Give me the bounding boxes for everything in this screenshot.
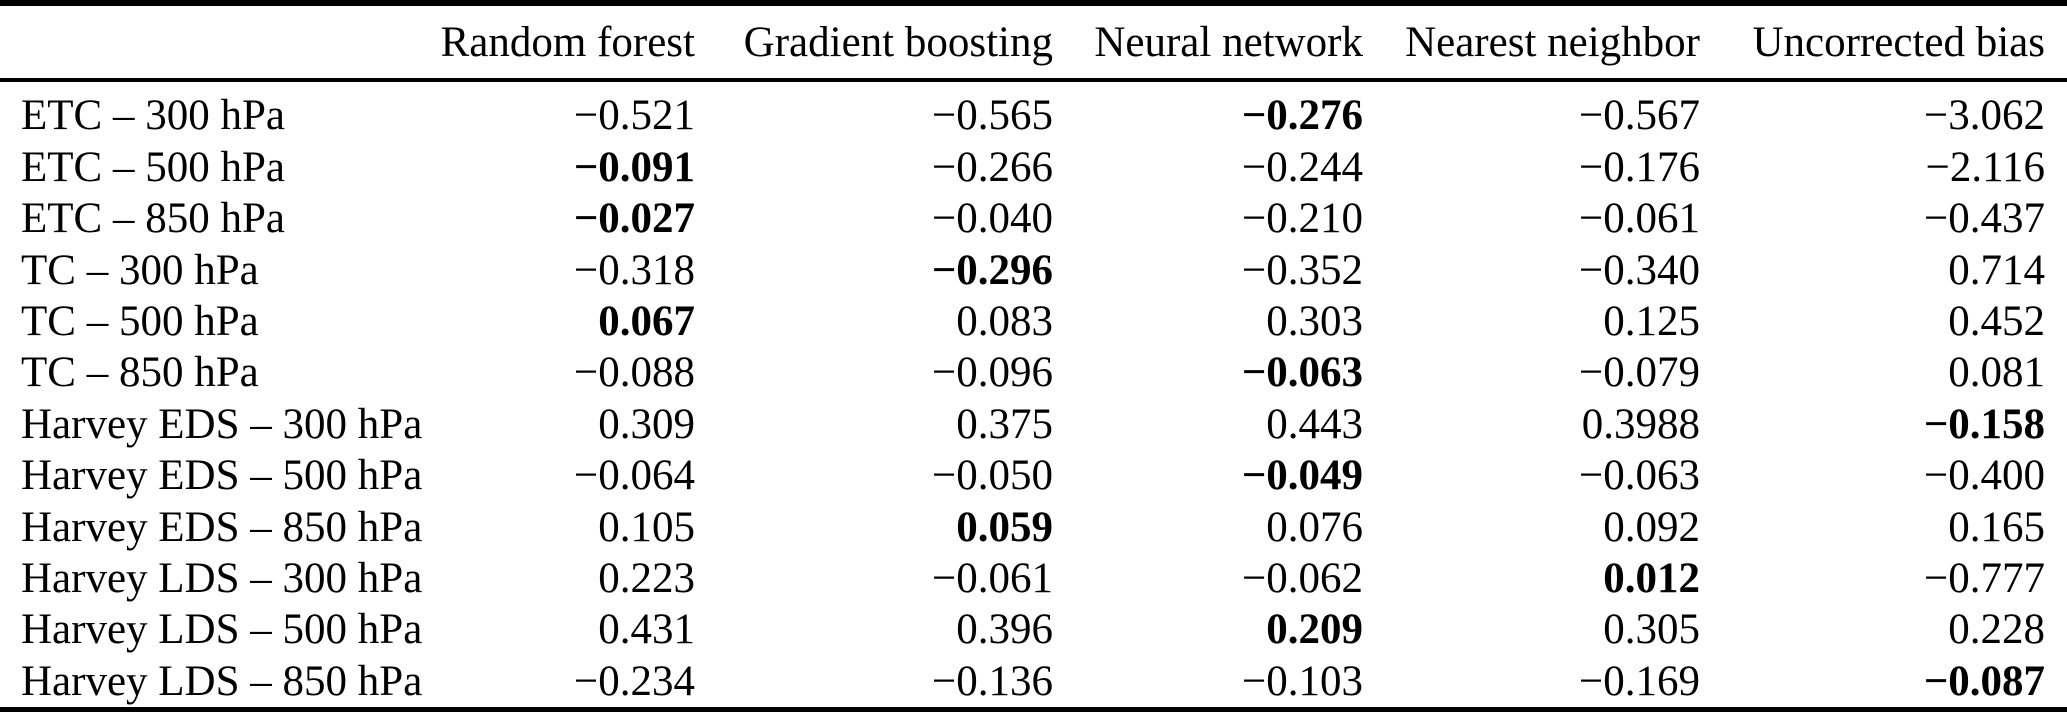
cell-value: −0.091: [573, 143, 695, 191]
cell-value: −0.061: [931, 554, 1053, 602]
cell-value: −0.234: [573, 657, 695, 705]
cell-value: −0.777: [1923, 554, 2045, 602]
cell-value: 0.375: [956, 400, 1053, 448]
cell-value: −0.244: [1241, 143, 1363, 191]
corner-cell: [0, 3, 440, 80]
cell-value: −2.116: [1925, 143, 2045, 191]
cell-value: −0.049: [1241, 452, 1363, 500]
cell-value: 0.165: [1948, 503, 2045, 551]
table-body: ETC – 300 hPa −0.521 −0.565 −0.276 −0.567 −3.…: [0, 80, 2067, 710]
cell-value: −0.400: [1923, 452, 2045, 500]
cell-value: −0.437: [1923, 195, 2045, 243]
cell-value: −0.521: [573, 92, 695, 140]
cell-value: −0.027: [573, 195, 695, 243]
row-label: ETC – 850 hPa: [21, 195, 285, 243]
cell-value: −0.040: [931, 195, 1053, 243]
cell-value: 0.223: [598, 554, 695, 602]
table-row: TC – 500 hPa 0.067 0.083 0.303 0.125 0.452: [0, 296, 2067, 347]
cell-value: 0.083: [956, 297, 1053, 345]
cell-value: −0.352: [1241, 246, 1363, 294]
cell-value: −0.087: [1923, 657, 2045, 705]
cell-value: −3.062: [1923, 92, 2045, 140]
row-label: Harvey LDS – 850 hPa: [21, 657, 423, 705]
cell-value: −0.063: [1578, 452, 1700, 500]
column-header: Random forest: [440, 18, 695, 66]
row-label: Harvey EDS – 850 hPa: [21, 503, 423, 551]
table-row: ETC – 500 hPa −0.091 −0.266 −0.244 −0.176 −2.…: [0, 141, 2067, 192]
cell-value: 0.714: [1948, 246, 2045, 294]
table-row: Harvey LDS – 300 hPa 0.223 −0.061 −0.062 0.0…: [0, 553, 2067, 604]
cell-value: 0.105: [598, 503, 695, 551]
table-row: Harvey LDS – 500 hPa 0.431 0.396 0.209 0.305…: [0, 604, 2067, 655]
column-header: Neural network: [1094, 18, 1363, 66]
cell-value: 0.012: [1603, 554, 1700, 602]
column-header: Nearest neighbor: [1405, 18, 1700, 66]
table-row: ETC – 850 hPa −0.027 −0.040 −0.210 −0.061 −0.…: [0, 193, 2067, 244]
cell-value: −0.050: [931, 452, 1053, 500]
table-row: Harvey LDS – 850 hPa −0.234 −0.136 −0.103 −0…: [0, 656, 2067, 710]
cell-value: −0.340: [1578, 246, 1700, 294]
cell-value: 0.209: [1266, 606, 1363, 654]
cell-value: 0.431: [598, 606, 695, 654]
cell-value: −0.103: [1241, 657, 1363, 705]
cell-value: −0.565: [931, 92, 1053, 140]
column-header: Gradient boosting: [743, 18, 1053, 66]
column-header: Uncorrected bias: [1752, 18, 2046, 66]
row-label: Harvey EDS – 300 hPa: [21, 400, 423, 448]
cell-value: 0.067: [598, 297, 695, 345]
table-row: TC – 300 hPa −0.318 −0.296 −0.352 −0.340 0.71…: [0, 244, 2067, 295]
cell-value: −0.567: [1578, 92, 1700, 140]
cell-value: 0.305: [1603, 606, 1700, 654]
cell-value: 0.309: [598, 400, 695, 448]
cell-value: −0.210: [1241, 195, 1363, 243]
cell-value: −0.296: [931, 246, 1053, 294]
row-label: ETC – 300 hPa: [21, 92, 285, 140]
cell-value: −0.169: [1578, 657, 1700, 705]
cell-value: 0.081: [1948, 349, 2045, 397]
cell-value: 0.092: [1603, 503, 1700, 551]
row-label: Harvey LDS – 500 hPa: [21, 606, 423, 654]
table-row: ETC – 300 hPa −0.521 −0.565 −0.276 −0.567 −3.…: [0, 80, 2067, 141]
row-label: TC – 850 hPa: [21, 349, 259, 397]
cell-value: −0.318: [573, 246, 695, 294]
cell-value: −0.061: [1578, 195, 1700, 243]
cell-value: 0.076: [1266, 503, 1363, 551]
cell-value: 0.443: [1266, 400, 1363, 448]
cell-value: −0.276: [1241, 92, 1363, 140]
cell-value: −0.176: [1578, 143, 1700, 191]
row-label: Harvey LDS – 300 hPa: [21, 554, 423, 602]
table-row: Harvey EDS – 850 hPa 0.105 0.059 0.076 0.092…: [0, 501, 2067, 552]
cell-value: 0.303: [1266, 297, 1363, 345]
cell-value: −0.158: [1923, 400, 2045, 448]
cell-value: −0.064: [573, 452, 695, 500]
cell-value: −0.088: [573, 349, 695, 397]
row-label: TC – 300 hPa: [21, 246, 259, 294]
cell-value: −0.136: [931, 657, 1053, 705]
cell-value: −0.062: [1241, 554, 1363, 602]
row-label: ETC – 500 hPa: [21, 143, 285, 191]
cell-value: −0.079: [1578, 349, 1700, 397]
cell-value: 0.228: [1948, 606, 2045, 654]
table-header: Random forest Gradient boosting Neural net…: [0, 3, 2067, 80]
table-row: Harvey EDS – 500 hPa −0.064 −0.050 −0.049 −0…: [0, 450, 2067, 501]
table-row: TC – 850 hPa −0.088 −0.096 −0.063 −0.079 0.08…: [0, 347, 2067, 398]
cell-value: 0.452: [1948, 297, 2045, 345]
table-row: Harvey EDS – 300 hPa 0.309 0.375 0.443 0.398…: [0, 399, 2067, 450]
cell-value: 0.059: [956, 503, 1053, 551]
cell-value: −0.096: [931, 349, 1053, 397]
row-label: Harvey EDS – 500 hPa: [21, 452, 423, 500]
header-row: Random forest Gradient boosting Neural net…: [0, 3, 2067, 80]
cell-value: 0.396: [956, 606, 1053, 654]
row-label: TC – 500 hPa: [21, 297, 259, 345]
cell-value: 0.3988: [1581, 400, 1700, 448]
cell-value: 0.125: [1603, 297, 1700, 345]
cell-value: −0.266: [931, 143, 1053, 191]
cell-value: −0.063: [1241, 349, 1363, 397]
